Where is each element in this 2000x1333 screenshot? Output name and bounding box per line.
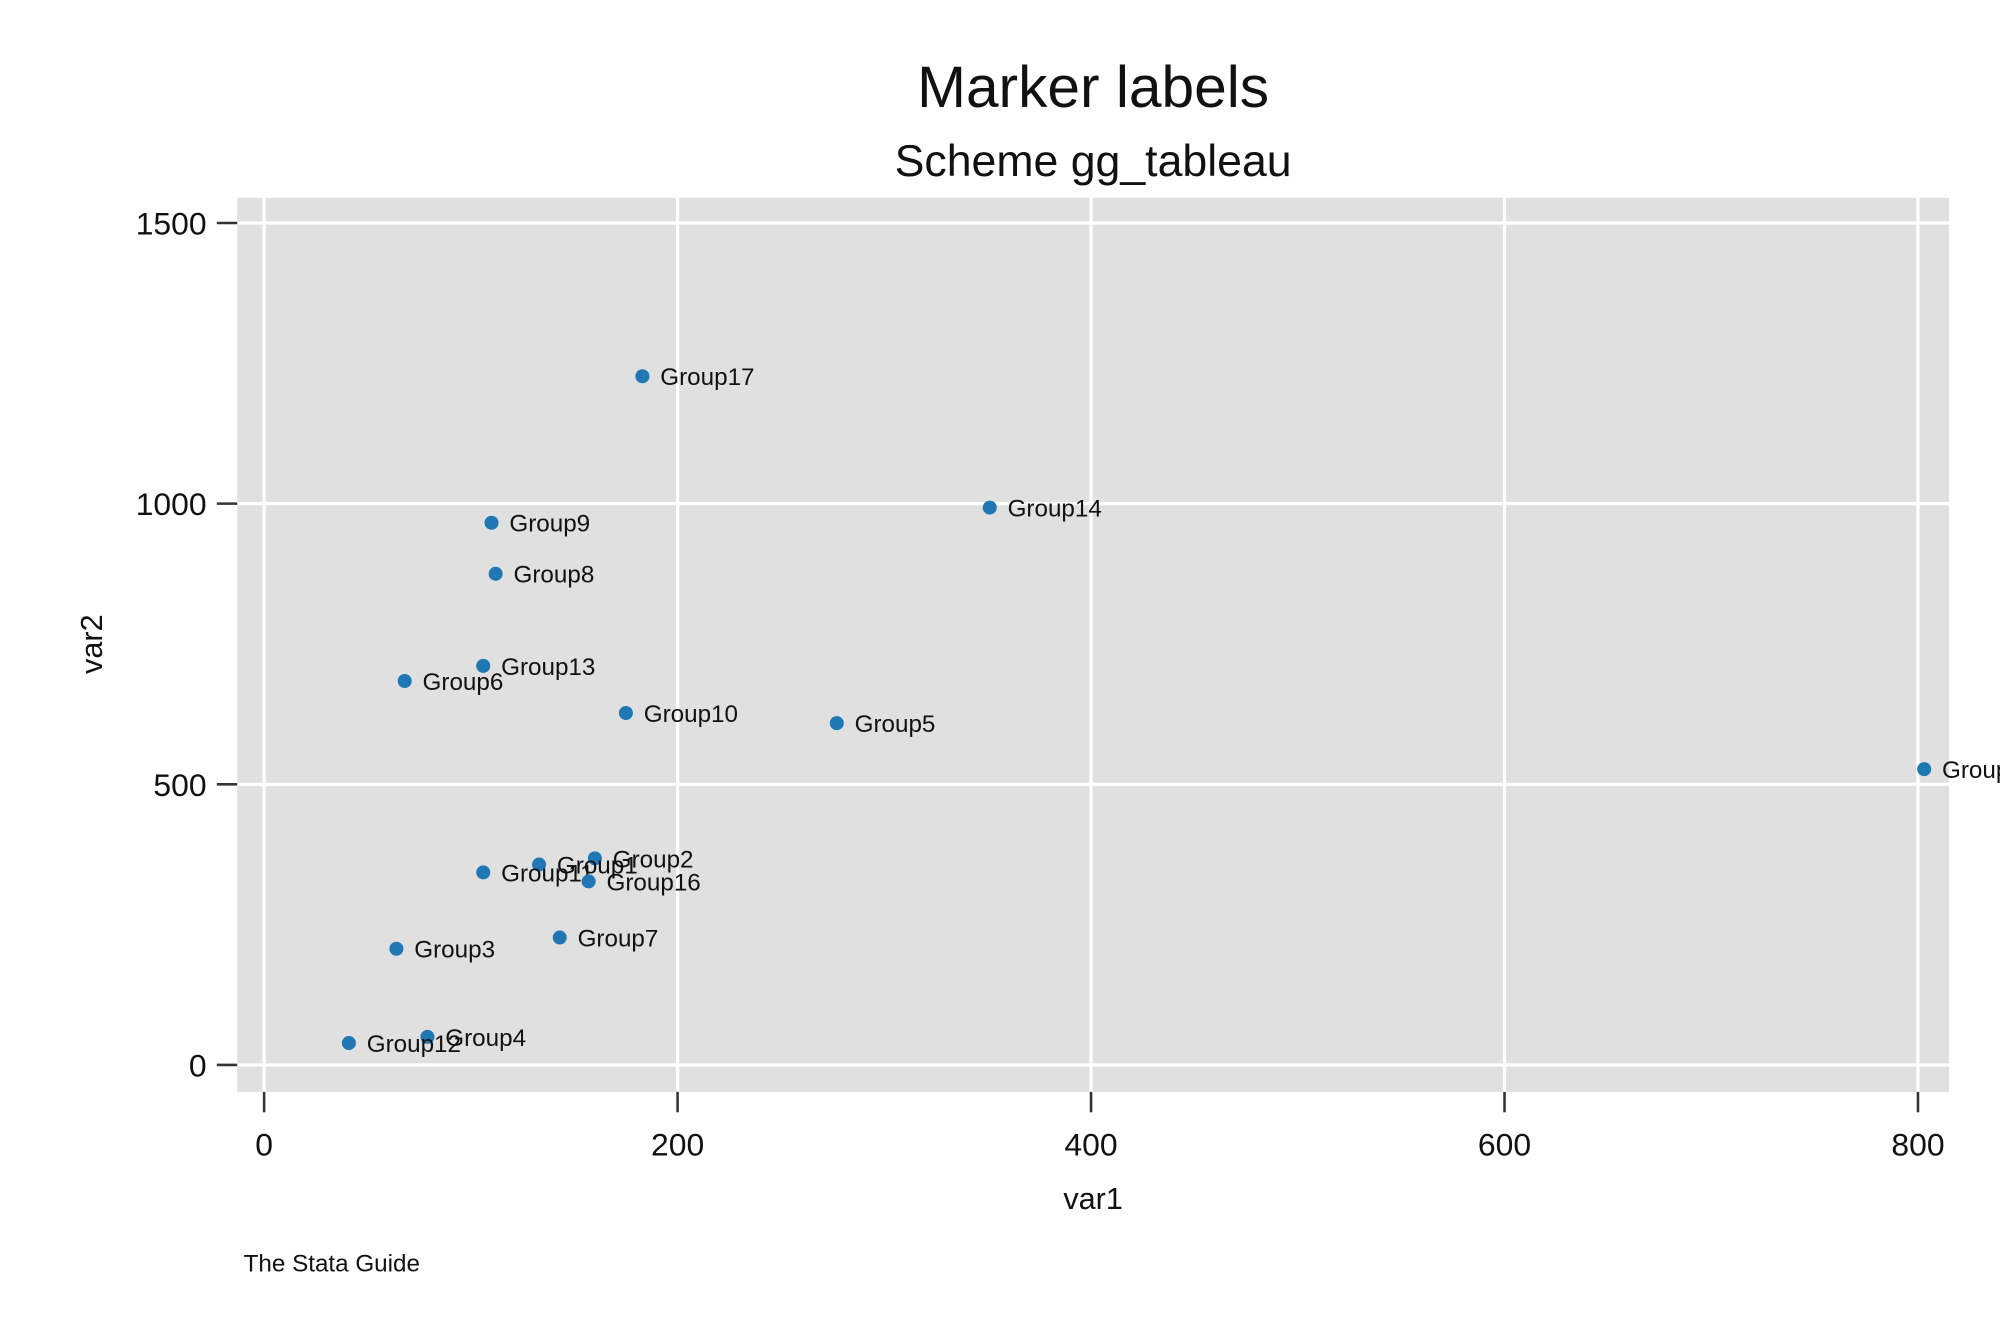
point (587, 851, 602, 866)
point-label: Group11 (501, 860, 593, 887)
point-label: Group10 (644, 701, 738, 728)
chart-title: Marker labels (917, 55, 1269, 120)
point-label: Group17 (660, 364, 754, 391)
point-label: Group1 (557, 852, 638, 879)
point (532, 857, 547, 872)
point-label: Group9 (509, 511, 590, 538)
point (1917, 762, 1932, 777)
plot-background (237, 197, 1949, 1092)
x-axis-title: var1 (1063, 1182, 1123, 1216)
point-label: Group16 (607, 869, 701, 896)
x-tick-label: 600 (1478, 1127, 1531, 1163)
x-tick-label: 800 (1891, 1127, 1944, 1163)
x-tick-label: 0 (255, 1127, 273, 1163)
note: The Stata Guide (244, 1251, 420, 1278)
point (581, 874, 596, 889)
point-label: Group2 (613, 846, 694, 873)
point-label: Group3 (414, 937, 495, 964)
y-tick-label: 1000 (136, 486, 207, 522)
point (397, 674, 412, 689)
point (484, 515, 499, 530)
y-tick-label: 1500 (136, 205, 207, 241)
point (488, 566, 503, 581)
y-axis-title: var2 (75, 614, 109, 674)
point (476, 865, 491, 880)
point (341, 1036, 356, 1051)
point (552, 930, 567, 945)
point (618, 705, 633, 721)
point-label: Group8 (514, 562, 595, 589)
point (982, 500, 997, 515)
point-label: Group14 (1008, 496, 1102, 523)
point-label: Group6 (423, 669, 504, 696)
point (420, 1029, 435, 1044)
x-tick-label: 400 (1064, 1127, 1117, 1163)
point-label: Group5 (855, 711, 936, 738)
point (389, 941, 404, 956)
point-label: Group12 (367, 1031, 461, 1058)
point-label: Group7 (578, 925, 659, 952)
y-tick-label: 0 (189, 1047, 207, 1083)
x-tick-label: 200 (651, 1127, 704, 1163)
point-label: Group15 (1942, 757, 2000, 784)
y-tick-label: 500 (153, 767, 206, 803)
point (829, 716, 844, 731)
chart-subtitle: Scheme gg_tableau (895, 137, 1292, 186)
point (476, 658, 491, 673)
point-label: Group13 (501, 654, 595, 681)
point (635, 369, 650, 384)
point-label: Group4 (445, 1025, 526, 1052)
